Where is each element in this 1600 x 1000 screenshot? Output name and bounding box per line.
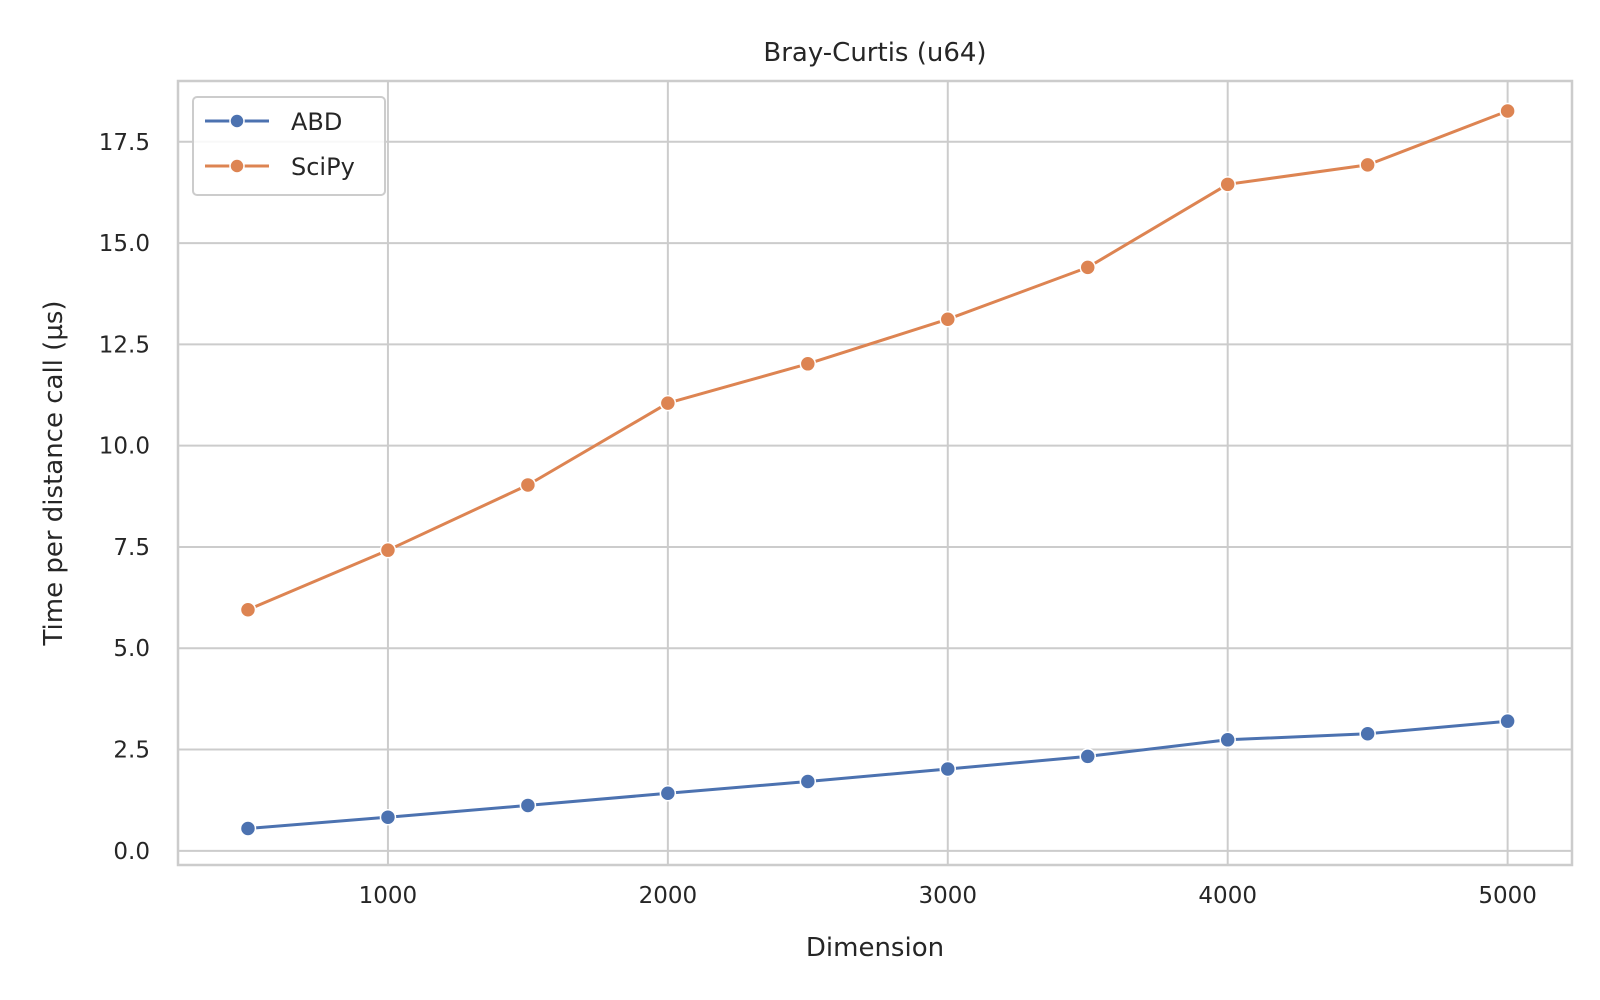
data-point-abd [379,808,397,826]
data-point-abd [239,820,257,837]
data-point-scipy [239,601,257,618]
legend-entry-abd: ABD [205,108,342,136]
x-tick-label: 4000 [1198,883,1257,909]
legend-label-abd: ABD [291,108,342,136]
data-point-abd [659,785,677,802]
y-tick-label: 17.5 [99,130,150,156]
y-tick-label: 10.0 [99,434,150,460]
y-tick-label: 0.0 [113,839,150,865]
legend-label-scipy: SciPy [291,153,355,181]
x-tick-label: 5000 [1478,883,1537,909]
data-point-scipy [1499,102,1516,120]
series-abd [239,712,1516,837]
data-point-abd [799,773,817,790]
data-point-abd [1499,712,1516,730]
legend-marker-scipy [229,158,245,174]
legend-box [192,96,386,196]
y-tick-label: 12.5 [99,332,150,358]
x-tick-label: 2000 [639,883,698,909]
y-tick-label: 2.5 [113,738,150,764]
data-point-scipy [1359,156,1376,174]
data-point-abd [1079,748,1096,765]
grid-lines [178,81,1572,865]
x-tick-label: 3000 [919,883,978,909]
legend: ABD SciPy [192,96,386,196]
legend-entry-scipy: SciPy [205,153,355,181]
series-line-scipy [247,109,1509,612]
data-point-scipy [659,394,677,412]
series-line-abd [247,719,1508,830]
data-point-abd [519,797,537,814]
data-point-abd [1359,725,1376,742]
data-point-scipy [1079,259,1096,276]
series-layer [239,102,1516,837]
y-tick-label: 5.0 [113,636,150,662]
data-point-abd [1219,731,1236,749]
x-axis-label: Dimension [806,933,944,963]
y-tick-label: 7.5 [113,535,150,561]
x-tick-label: 1000 [359,883,418,909]
data-point-scipy [1219,176,1236,193]
data-point-scipy [939,310,957,328]
plot-area-frame [176,79,1574,867]
tick-labels: 1000 2000 3000 4000 5000 0.0 2.5 5.0 7.5 10.0 12.5… [99,130,1537,909]
y-axis-label: Time per distance call (µs) [39,300,69,646]
legend-marker-abd [229,113,245,129]
chart-title: Bray-Curtis (u64) [763,38,986,68]
data-point-scipy [379,541,397,559]
y-tick-label: 15.0 [99,231,150,257]
data-point-scipy [519,476,537,494]
data-point-abd [939,760,957,778]
data-point-scipy [799,355,817,373]
series-scipy [239,102,1516,618]
